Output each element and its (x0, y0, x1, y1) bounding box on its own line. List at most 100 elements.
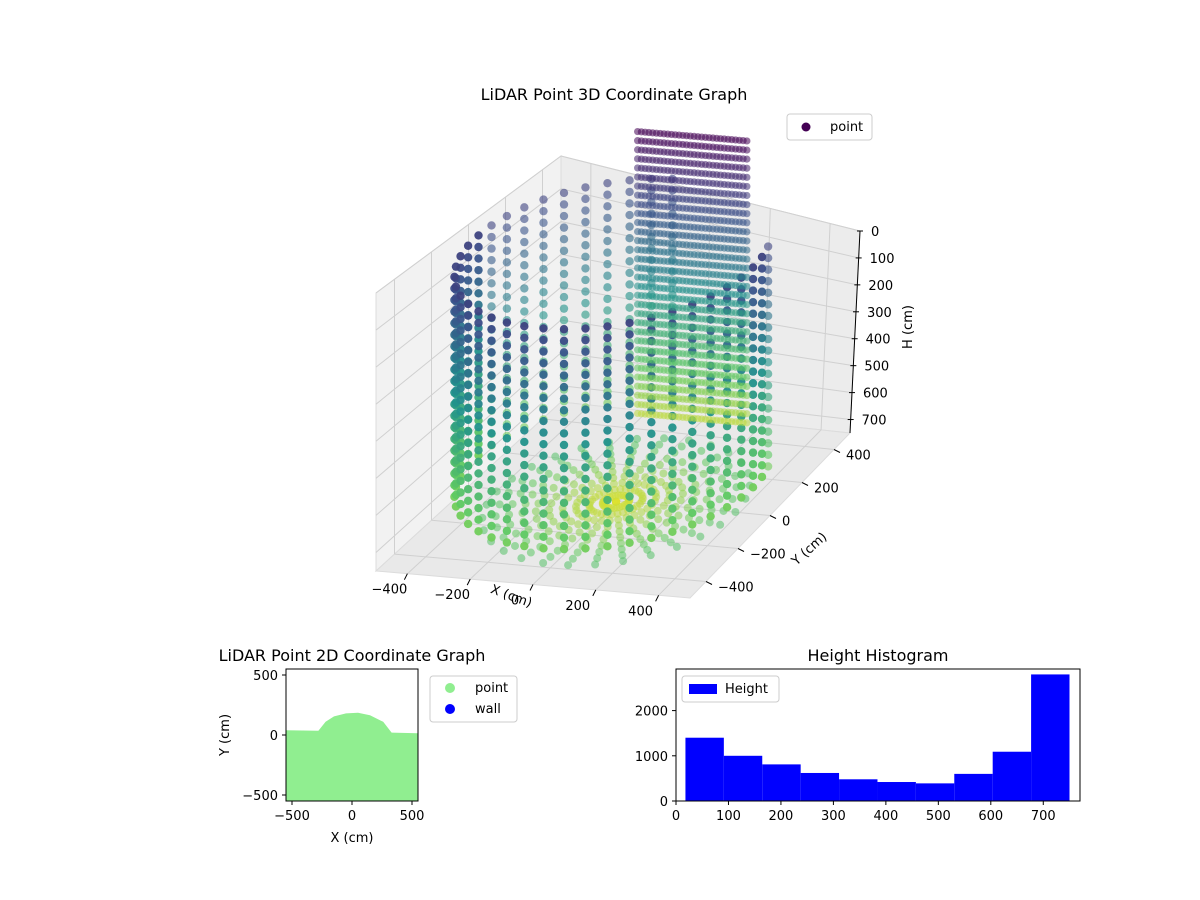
z-axis-label-3d: H (cm) (901, 305, 916, 349)
point-3d (502, 399, 512, 408)
point-3d (743, 164, 751, 172)
point-3d (559, 234, 569, 244)
point-3d (463, 473, 473, 482)
point-3d (633, 434, 642, 443)
y-tick-label-hist: 2000 (635, 705, 668, 720)
point-3d (581, 497, 590, 507)
point-3d (559, 304, 569, 313)
point-3d (603, 178, 612, 188)
point-3d (526, 548, 535, 557)
hist-bar (915, 783, 955, 801)
point-3d (520, 356, 529, 366)
point-3d (679, 525, 688, 534)
point-3d (520, 541, 529, 551)
point-3d (549, 517, 558, 526)
point-3d (647, 487, 656, 496)
point-3d (463, 438, 473, 448)
point-3d (625, 291, 634, 301)
point-3d (603, 542, 612, 551)
point-3d (625, 445, 634, 455)
point-3d (581, 347, 590, 356)
point-3d (474, 231, 483, 240)
point-3d (763, 358, 773, 367)
point-3d (456, 291, 465, 300)
point-3d (539, 416, 548, 426)
point-3d (581, 206, 590, 215)
point-3d (520, 530, 529, 539)
point-3d (737, 458, 746, 467)
point-3d (581, 463, 590, 472)
point-3d (763, 265, 773, 274)
point-3d (487, 302, 496, 311)
point-3d (706, 454, 715, 463)
point-3d (520, 284, 529, 293)
point-3d (487, 394, 496, 403)
point-3d (456, 252, 465, 261)
point-3d (520, 345, 529, 354)
point-3d (743, 237, 751, 245)
point-3d (559, 452, 569, 461)
point-3d (520, 379, 529, 389)
point-3d (678, 489, 687, 498)
point-3d (474, 503, 483, 513)
point-3d (527, 462, 536, 471)
point-3d (748, 378, 758, 388)
point-3d (559, 281, 569, 290)
point-3d (456, 430, 465, 439)
point-3d (614, 521, 623, 530)
point-3d (748, 448, 758, 457)
point-3d (660, 434, 669, 443)
point-3d (474, 457, 483, 467)
point-3d (539, 324, 548, 333)
point-3d (748, 332, 758, 342)
legend-3d-label: point (830, 120, 863, 135)
point-3d (502, 269, 512, 279)
point-3d (539, 218, 548, 227)
x-tick-label-2d: 500 (400, 809, 425, 824)
point-3d (592, 523, 601, 532)
point-3d (625, 376, 634, 385)
point-3d (564, 561, 573, 570)
point-3d (743, 246, 751, 254)
point-3d (625, 303, 634, 312)
point-3d (456, 418, 465, 428)
point-3d (520, 307, 529, 316)
point-3d (502, 364, 512, 374)
point-3d (706, 442, 715, 452)
point-3d (559, 487, 569, 496)
hist-bar (992, 751, 1032, 801)
point-3d (625, 222, 634, 231)
point-3d (616, 533, 625, 542)
point-3d (625, 469, 634, 478)
point-3d (568, 534, 577, 543)
point-3d (539, 463, 548, 472)
point-3d (551, 452, 560, 461)
point-3d (463, 427, 473, 436)
point-3d (581, 194, 590, 204)
point-3d (520, 414, 529, 424)
y-tick-label-2d: 0 (270, 729, 278, 744)
point-3d (474, 353, 483, 362)
point-3d (657, 478, 666, 487)
x-tick-label-hist: 100 (716, 809, 741, 824)
point-3d (463, 392, 473, 401)
point-3d (456, 442, 465, 451)
point-3d (763, 346, 773, 355)
hist-bar (839, 779, 878, 801)
point-3d (647, 429, 656, 438)
point-3d (559, 258, 569, 267)
point-3d (487, 244, 496, 253)
point-3d (603, 507, 612, 516)
x-tick-label-hist: 400 (873, 809, 898, 824)
point-3d (625, 268, 634, 278)
z-tick-label-3d: 500 (864, 360, 889, 375)
point-3d (573, 548, 582, 557)
point-3d (559, 406, 569, 415)
point-3d (668, 423, 677, 432)
point-3d (581, 324, 590, 333)
point-3d (559, 359, 569, 369)
point-3d (748, 321, 758, 330)
point-3d (695, 516, 704, 525)
point-3d (502, 445, 512, 455)
